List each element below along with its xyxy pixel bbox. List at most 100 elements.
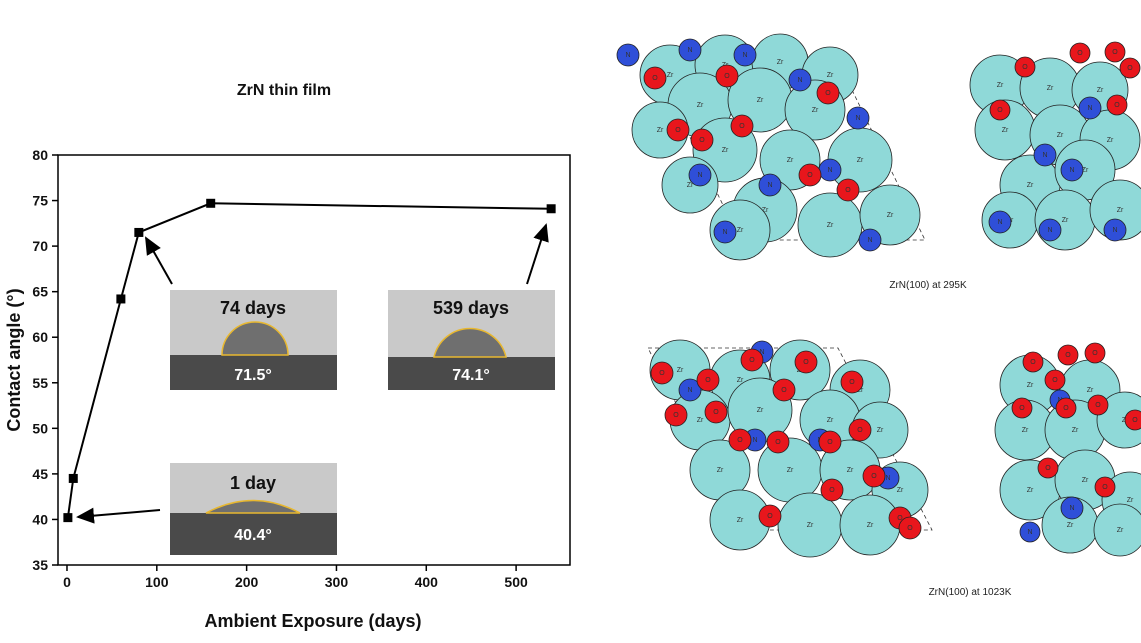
droplet-shape [221, 321, 289, 356]
axis-ticks: 0 100 200 300 400 500 35 40 45 50 55 60 65 70 75 80 [32, 147, 528, 590]
atom-label: O [673, 412, 679, 419]
atom-label: O [781, 387, 787, 394]
atom-label: O [1077, 50, 1083, 57]
y-tick-label: 40 [32, 511, 48, 527]
n-atom [846, 106, 870, 130]
x-tick-label: 0 [63, 574, 71, 590]
o-atom [1106, 94, 1128, 116]
atom-label: Zr [667, 72, 674, 79]
atom-label: Zr [777, 59, 784, 66]
atom-label: N [722, 229, 727, 236]
droplet-shape [433, 327, 507, 358]
o-atom [1084, 342, 1106, 364]
n-atom [858, 228, 882, 252]
atom-label: O [1132, 417, 1138, 424]
atom-label: Zr [857, 387, 864, 394]
atom-label: Zr [722, 147, 729, 154]
inset-substrate [170, 513, 337, 555]
atom-label: Zr [1002, 127, 1009, 134]
atom-label: O [803, 359, 809, 366]
atom-label: O [1030, 359, 1036, 366]
atom-label: Zr [1082, 477, 1089, 484]
structure-1023k-side: ZrZrZrZrZrZrZrZrZrZrZrZrZrZrZrNNNNNOOOOO… [647, 339, 933, 558]
n-atom [616, 43, 640, 67]
n-atom [1019, 521, 1041, 543]
y-tick-label: 75 [32, 193, 48, 209]
atom-label: Zr [1047, 85, 1054, 92]
y-tick-label: 60 [32, 329, 48, 345]
atom-label: O [857, 427, 863, 434]
atom-label: Zr [697, 417, 704, 424]
atom-label: Zr [1082, 167, 1089, 174]
atom-label: O [825, 90, 831, 97]
o-atom [1069, 42, 1091, 64]
atom-label: Zr [827, 222, 834, 229]
n-atom [688, 163, 712, 187]
atom-label: N [742, 52, 747, 59]
zr-atom [709, 199, 771, 261]
atom-label: O [871, 473, 877, 480]
contact-angle-chart: ZrN thin film 0 100 200 300 400 500 35 40 45 50 55… [4, 82, 571, 631]
o-atom [848, 418, 872, 442]
atom-label: O [1065, 352, 1071, 359]
structure-295k-top: ZrZrZrZrZrZrZrZrZrZrZrNNNNNNOOOOOO [969, 41, 1141, 251]
o-atom [1037, 457, 1059, 479]
atom-label: N [687, 387, 692, 394]
o-atom [862, 464, 886, 488]
atom-label: Zr [737, 227, 744, 234]
o-atom [836, 178, 860, 202]
inset-angle: 40.4° [234, 527, 272, 544]
atom-label: Zr [697, 102, 704, 109]
n-atom [788, 68, 812, 92]
atom-label: N [1027, 529, 1032, 536]
o-atom [1094, 476, 1116, 498]
atom-label: O [829, 487, 835, 494]
x-tick-label: 400 [415, 574, 439, 590]
atom-label: O [705, 377, 711, 384]
n-atom [1038, 218, 1062, 242]
atom-label: N [1112, 227, 1117, 234]
atom-label: Zr [812, 107, 819, 114]
o-atom [898, 516, 922, 540]
inset-title: 539 days [433, 298, 509, 318]
n-atom [713, 220, 737, 244]
x-tick-label: 100 [145, 574, 169, 590]
atom-label: N [797, 77, 802, 84]
o-atom [816, 81, 840, 105]
atom-label: Zr [1022, 427, 1029, 434]
x-tick-label: 500 [504, 574, 528, 590]
atom-label: N [1087, 105, 1092, 112]
inset-1-day: 1 day 40.4° [170, 463, 337, 555]
o-atom [840, 370, 864, 394]
o-atom [1057, 344, 1079, 366]
atom-label: Zr [1097, 87, 1104, 94]
y-tick-label: 35 [32, 557, 48, 573]
atom-label: Zr [737, 517, 744, 524]
o-atom [643, 66, 667, 90]
atom-label: Zr [867, 522, 874, 529]
atom-label: Zr [1062, 217, 1069, 224]
n-atom [678, 38, 702, 62]
atom-label: Zr [897, 487, 904, 494]
atom-label: O [1114, 102, 1120, 109]
atom-label: N [867, 237, 872, 244]
atom-label: O [767, 513, 773, 520]
data-point [68, 473, 78, 483]
atom-label: Zr [757, 97, 764, 104]
o-atom [1104, 41, 1126, 63]
o-atom [1011, 397, 1033, 419]
atom-label: N [997, 219, 1002, 226]
n-atom [678, 378, 702, 402]
n-atom [1078, 96, 1102, 120]
atom-label: N [687, 47, 692, 54]
atom-label: O [827, 439, 833, 446]
atom-label: O [659, 370, 665, 377]
o-atom [704, 400, 728, 424]
inset-74-days: 74 days 71.5° [170, 290, 337, 390]
inset-angle: 74.1° [452, 367, 490, 384]
y-tick-label: 45 [32, 466, 48, 482]
atom-label: Zr [1057, 132, 1064, 139]
caption-295k: ZrN(100) at 295K [889, 280, 967, 291]
atom-label: O [1127, 65, 1133, 72]
atom-label: N [855, 115, 860, 122]
